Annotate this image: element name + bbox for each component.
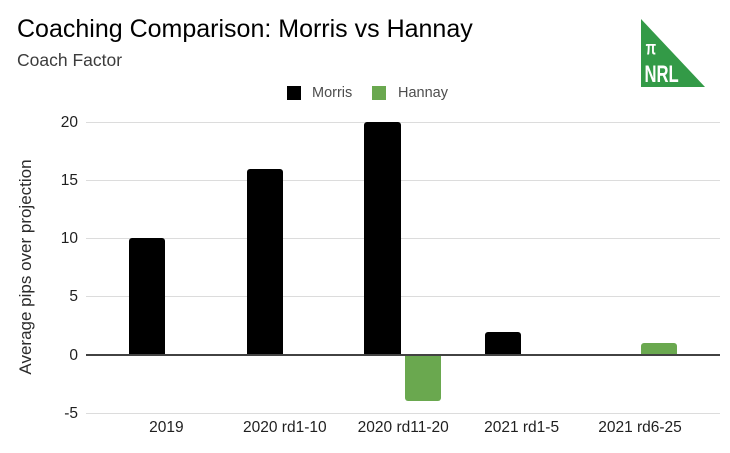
svg-text:NRL: NRL <box>645 61 679 87</box>
svg-text:π: π <box>646 38 657 60</box>
